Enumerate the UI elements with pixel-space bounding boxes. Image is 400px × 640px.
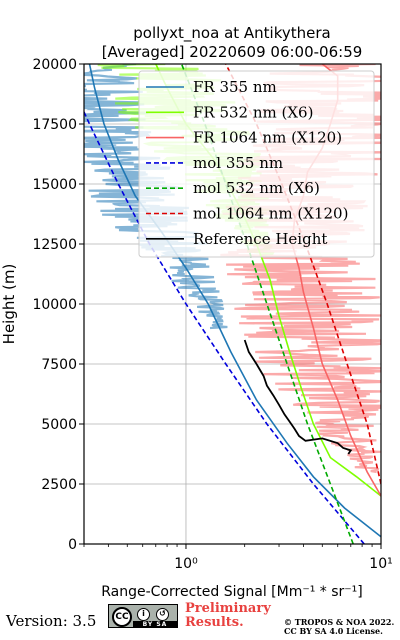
y-axis-label: Height (m) — [0, 264, 18, 345]
attribution-icon: i — [137, 608, 150, 621]
y-tick-label: 20000 — [32, 57, 77, 73]
legend-label: mol 355 nm — [193, 154, 283, 172]
legend: FR 355 nm FR 532 nm (X6) FR 1064 nm (X120)… — [138, 70, 375, 258]
x-tick-label: 10⁰ — [174, 556, 198, 572]
legend-label: FR 1064 nm (X120) — [193, 129, 342, 147]
preliminary-line1: Preliminary — [185, 601, 271, 616]
cc-license-badge: CC i ↺ BY SA — [108, 604, 178, 628]
y-tick-label: 10000 — [32, 297, 77, 313]
y-tick-label: 12500 — [32, 237, 77, 253]
copyright-line2: CC BY SA 4.0 License. — [284, 626, 383, 636]
legend-label: FR 355 nm — [193, 78, 277, 96]
legend-label: FR 532 nm (X6) — [193, 103, 313, 121]
series-line — [88, 64, 381, 538]
version-label: Version: 3.5 — [6, 612, 97, 630]
preliminary-line2: Results. — [185, 615, 244, 630]
legend-label: mol 1064 nm (X120) — [193, 205, 348, 223]
legend-box — [138, 70, 375, 258]
y-tick-label: 7500 — [41, 357, 77, 373]
series-line — [84, 111, 365, 544]
legend-label: mol 532 nm (X6) — [193, 179, 320, 197]
y-tick-label: 5000 — [41, 417, 77, 433]
y-tick-label: 17500 — [32, 117, 77, 133]
series-line — [243, 339, 353, 455]
x-axis-label: Range-Corrected Signal [Mm⁻¹ * sr⁻¹] — [101, 584, 363, 600]
copyright-notice: © TROPOS & NOA 2022. CC BY SA 4.0 Licens… — [284, 618, 394, 636]
x-tick-label: 10¹ — [369, 556, 392, 572]
legend-label: Reference Height — [193, 230, 327, 248]
copyright-line1: © TROPOS & NOA 2022. — [284, 617, 395, 627]
chart-title-line1: pollyxt_noa at Antikythera — [133, 24, 330, 43]
axis-ticks: 0 2500 5000 7500 10000 12500 15000 17500 20000 10… — [32, 57, 392, 572]
chart-title-line2: [Averaged] 20220609 06:00-06:59 — [102, 43, 363, 61]
share-alike-icon: ↺ — [156, 608, 169, 621]
y-tick-label: 0 — [68, 537, 77, 553]
footer: Version: 3.5 CC i ↺ BY SA Preliminary Re… — [0, 596, 400, 640]
cc-icon: CC — [112, 607, 132, 627]
y-tick-label: 2500 — [41, 477, 77, 493]
cc-bar-text: BY SA — [133, 621, 177, 628]
noise-trace — [84, 64, 228, 330]
preliminary-notice: Preliminary Results. — [185, 602, 271, 630]
y-tick-label: 15000 — [32, 177, 77, 193]
